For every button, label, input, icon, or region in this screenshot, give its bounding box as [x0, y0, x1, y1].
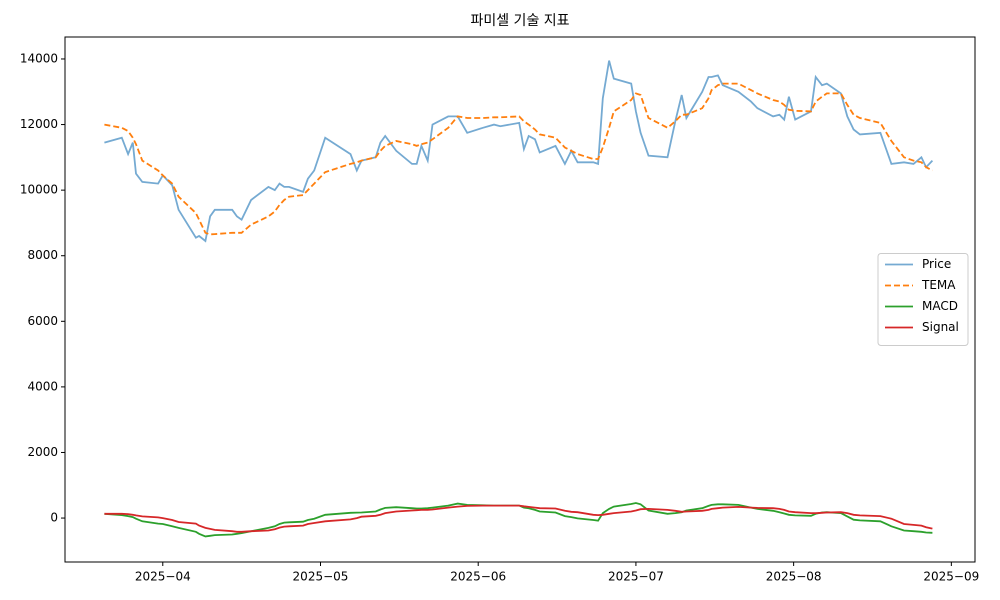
legend-label: Price — [922, 257, 951, 271]
x-tick-label: 2025−09 — [923, 570, 979, 584]
legend-label: MACD — [922, 299, 958, 313]
series-line — [104, 82, 933, 236]
x-tick-label: 2025−08 — [766, 570, 822, 584]
y-tick-label: 2000 — [27, 445, 58, 459]
series-line — [104, 504, 933, 533]
plot-frame — [64, 36, 976, 563]
y-tick-label: 12000 — [20, 117, 58, 131]
legend-label: Signal — [922, 320, 959, 334]
y-tick-label: 8000 — [27, 248, 58, 262]
series-line — [104, 502, 933, 538]
x-tick-label: 2025−07 — [608, 570, 664, 584]
legend-label: TEMA — [921, 278, 956, 292]
y-tick-label: 0 — [50, 511, 58, 525]
chart-title: 파미셀 기술 지표 — [470, 13, 569, 29]
legend-box — [877, 253, 969, 346]
y-tick-label: 14000 — [20, 51, 58, 65]
y-tick-label: 6000 — [27, 314, 58, 328]
series-line — [104, 60, 934, 243]
y-tick-label: 10000 — [20, 183, 58, 197]
x-tick-label: 2025−06 — [450, 570, 506, 584]
x-tick-label: 2025−04 — [135, 570, 191, 584]
y-tick-label: 4000 — [27, 379, 58, 393]
x-tick-label: 2025−05 — [293, 570, 349, 584]
